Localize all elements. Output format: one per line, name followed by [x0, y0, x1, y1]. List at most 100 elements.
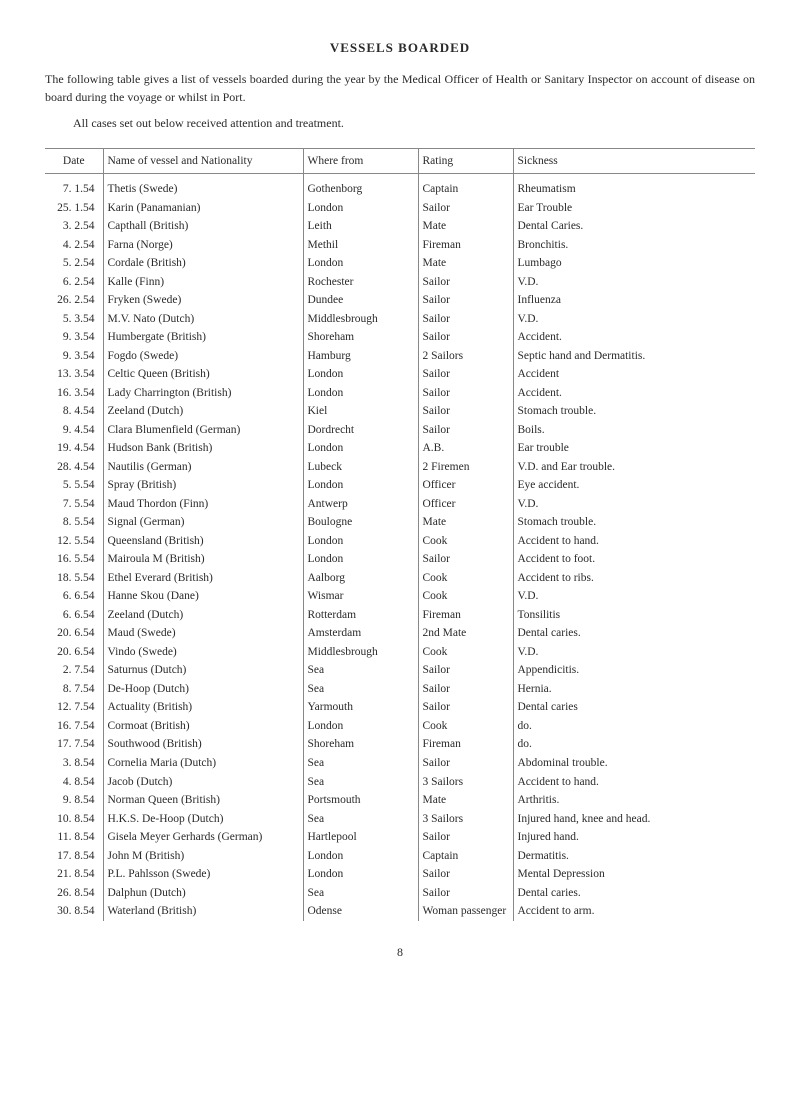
table-cell: Tonsilitis — [513, 606, 755, 625]
table-cell: 3 Sailors — [418, 810, 513, 829]
table-cell: V.D. — [513, 310, 755, 329]
table-row: 26. 8.54Dalphun (Dutch)SeaSailorDental c… — [45, 884, 755, 903]
table-cell: Amsterdam — [303, 625, 418, 644]
table-cell: 9. 3.54 — [45, 347, 103, 366]
table-cell: Mate — [418, 792, 513, 811]
table-cell: V.D. — [513, 495, 755, 514]
table-cell: Stomach trouble. — [513, 403, 755, 422]
table-cell: Mate — [418, 514, 513, 533]
table-cell: Zeeland (Dutch) — [103, 606, 303, 625]
table-cell: Spray (British) — [103, 477, 303, 496]
table-cell: V.D. — [513, 588, 755, 607]
table-cell: Cook — [418, 569, 513, 588]
table-row: 26. 2.54Fryken (Swede)DundeeSailorInflue… — [45, 292, 755, 311]
page-title: VESSELS BOARDED — [45, 40, 755, 56]
table-cell: Cordale (British) — [103, 255, 303, 274]
table-cell: Middlesbrough — [303, 310, 418, 329]
table-cell: London — [303, 717, 418, 736]
table-cell: Dental caries. — [513, 884, 755, 903]
table-cell: 8. 4.54 — [45, 403, 103, 422]
table-row: 4. 2.54Farna (Norge)MethilFiremanBronchi… — [45, 236, 755, 255]
table-cell: 4. 2.54 — [45, 236, 103, 255]
table-cell: 11. 8.54 — [45, 829, 103, 848]
table-cell: Cormoat (British) — [103, 717, 303, 736]
page-number: 8 — [45, 945, 755, 960]
table-cell: Woman passenger — [418, 903, 513, 922]
table-cell: Capthall (British) — [103, 218, 303, 237]
table-cell: Hamburg — [303, 347, 418, 366]
table-row: 17. 8.54John M (British)LondonCaptainDer… — [45, 847, 755, 866]
table-cell: Saturnus (Dutch) — [103, 662, 303, 681]
table-cell: Lumbago — [513, 255, 755, 274]
table-cell: John M (British) — [103, 847, 303, 866]
table-cell: Gothenborg — [303, 174, 418, 200]
table-row: 4. 8.54Jacob (Dutch)Sea3 SailorsAccident… — [45, 773, 755, 792]
table-cell: Karin (Panamanian) — [103, 199, 303, 218]
table-cell: 17. 8.54 — [45, 847, 103, 866]
table-row: 8. 5.54Signal (German)BoulogneMateStomac… — [45, 514, 755, 533]
table-row: 13. 3.54Celtic Queen (British)LondonSail… — [45, 366, 755, 385]
table-cell: Mental Depression — [513, 866, 755, 885]
table-cell: Hernia. — [513, 680, 755, 699]
table-cell: Sailor — [418, 199, 513, 218]
table-cell: London — [303, 847, 418, 866]
table-cell: London — [303, 199, 418, 218]
table-row: 25. 1.54Karin (Panamanian)LondonSailorEa… — [45, 199, 755, 218]
table-cell: Fireman — [418, 236, 513, 255]
table-cell: 12. 7.54 — [45, 699, 103, 718]
table-row: 2. 7.54Saturnus (Dutch)SeaSailorAppendic… — [45, 662, 755, 681]
table-cell: Methil — [303, 236, 418, 255]
table-cell: Dental Caries. — [513, 218, 755, 237]
table-cell: Rochester — [303, 273, 418, 292]
table-cell: 2. 7.54 — [45, 662, 103, 681]
table-cell: Sailor — [418, 366, 513, 385]
intro-paragraph-2: All cases set out below received attenti… — [45, 114, 755, 132]
table-cell: Officer — [418, 477, 513, 496]
vessels-table: Date Name of vessel and Nationality Wher… — [45, 148, 755, 921]
table-cell: 10. 8.54 — [45, 810, 103, 829]
table-row: 20. 6.54Vindo (Swede)MiddlesbroughCookV.… — [45, 643, 755, 662]
table-cell: Injured hand. — [513, 829, 755, 848]
table-cell: Accident to foot. — [513, 551, 755, 570]
table-cell: Sailor — [418, 292, 513, 311]
intro-paragraph-1: The following table gives a list of vess… — [45, 70, 755, 106]
table-cell: Cornelia Maria (Dutch) — [103, 754, 303, 773]
table-cell: Accident — [513, 366, 755, 385]
table-cell: Ear trouble — [513, 440, 755, 459]
table-row: 18. 5.54Ethel Everard (British)AalborgCo… — [45, 569, 755, 588]
table-cell: 17. 7.54 — [45, 736, 103, 755]
table-cell: Accident to hand. — [513, 773, 755, 792]
table-cell: Actuality (British) — [103, 699, 303, 718]
table-cell: Bronchitis. — [513, 236, 755, 255]
table-cell: Mate — [418, 255, 513, 274]
table-cell: Humbergate (British) — [103, 329, 303, 348]
table-cell: Fireman — [418, 736, 513, 755]
table-cell: Sea — [303, 754, 418, 773]
table-row: 30. 8.54Waterland (British)OdenseWoman p… — [45, 903, 755, 922]
table-cell: Appendicitis. — [513, 662, 755, 681]
table-cell: Shoreham — [303, 736, 418, 755]
table-cell: Sailor — [418, 403, 513, 422]
table-cell: London — [303, 255, 418, 274]
table-row: 9. 8.54Norman Queen (British)PortsmouthM… — [45, 792, 755, 811]
table-cell: 8. 5.54 — [45, 514, 103, 533]
table-cell: Hanne Skou (Dane) — [103, 588, 303, 607]
table-cell: Leith — [303, 218, 418, 237]
table-cell: Odense — [303, 903, 418, 922]
table-cell: H.K.S. De-Hoop (Dutch) — [103, 810, 303, 829]
table-cell: Aalborg — [303, 569, 418, 588]
table-row: 17. 7.54Southwood (British)ShorehamFirem… — [45, 736, 755, 755]
table-row: 6. 6.54Hanne Skou (Dane)WismarCookV.D. — [45, 588, 755, 607]
table-cell: Yarmouth — [303, 699, 418, 718]
table-row: 5. 2.54Cordale (British)LondonMateLumbag… — [45, 255, 755, 274]
table-cell: 7. 5.54 — [45, 495, 103, 514]
table-cell: 25. 1.54 — [45, 199, 103, 218]
table-row: 3. 2.54Capthall (British)LeithMateDental… — [45, 218, 755, 237]
table-cell: 3. 2.54 — [45, 218, 103, 237]
table-cell: Maud Thordon (Finn) — [103, 495, 303, 514]
table-cell: Boils. — [513, 421, 755, 440]
table-cell: London — [303, 866, 418, 885]
table-cell: Captain — [418, 847, 513, 866]
table-row: 5. 5.54Spray (British)LondonOfficerEye a… — [45, 477, 755, 496]
table-cell: Injured hand, knee and head. — [513, 810, 755, 829]
